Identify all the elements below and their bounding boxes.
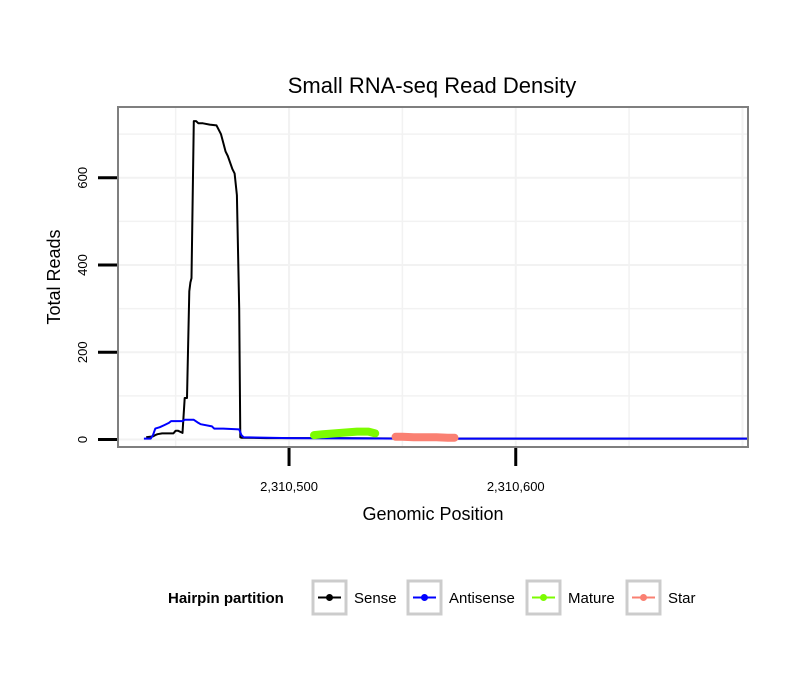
legend-key-point — [640, 594, 647, 601]
series-line-antisense — [143, 418, 747, 440]
legend-item-mature: Mature — [525, 579, 615, 616]
x-tick-label: 2,310,600 — [487, 479, 545, 494]
legend-item-sense: Sense — [311, 579, 397, 616]
series-line-star — [391, 432, 459, 442]
legend-key-point — [421, 594, 428, 601]
legend: Hairpin partition Sense Antisense Mature St… — [168, 579, 696, 616]
axes-group: 0 200 400 600 2,310,500 2,310,600 — [75, 167, 545, 494]
y-tick-label: 200 — [75, 341, 90, 363]
y-tick-label: 400 — [75, 254, 90, 276]
chart-title: Small RNA-seq Read Density — [288, 73, 577, 98]
x-tick-label: 2,310,500 — [260, 479, 318, 494]
legend-label: Star — [668, 590, 696, 607]
legend-label: Antisense — [449, 590, 515, 607]
y-tick-label: 0 — [75, 436, 90, 443]
series-group — [143, 120, 747, 442]
legend-label: Mature — [568, 590, 615, 607]
y-tick-label: 600 — [75, 167, 90, 189]
y-axis-title: Total Reads — [44, 229, 64, 324]
legend-item-antisense: Antisense — [406, 579, 515, 616]
x-axis-title: Genomic Position — [362, 504, 503, 524]
plot-panel — [117, 106, 749, 448]
legend-key-point — [326, 594, 333, 601]
legend-label: Sense — [354, 590, 397, 607]
legend-item-star: Star — [625, 579, 696, 616]
series-line-mature — [310, 427, 380, 440]
legend-key-point — [540, 594, 547, 601]
legend-title: Hairpin partition — [168, 590, 284, 607]
